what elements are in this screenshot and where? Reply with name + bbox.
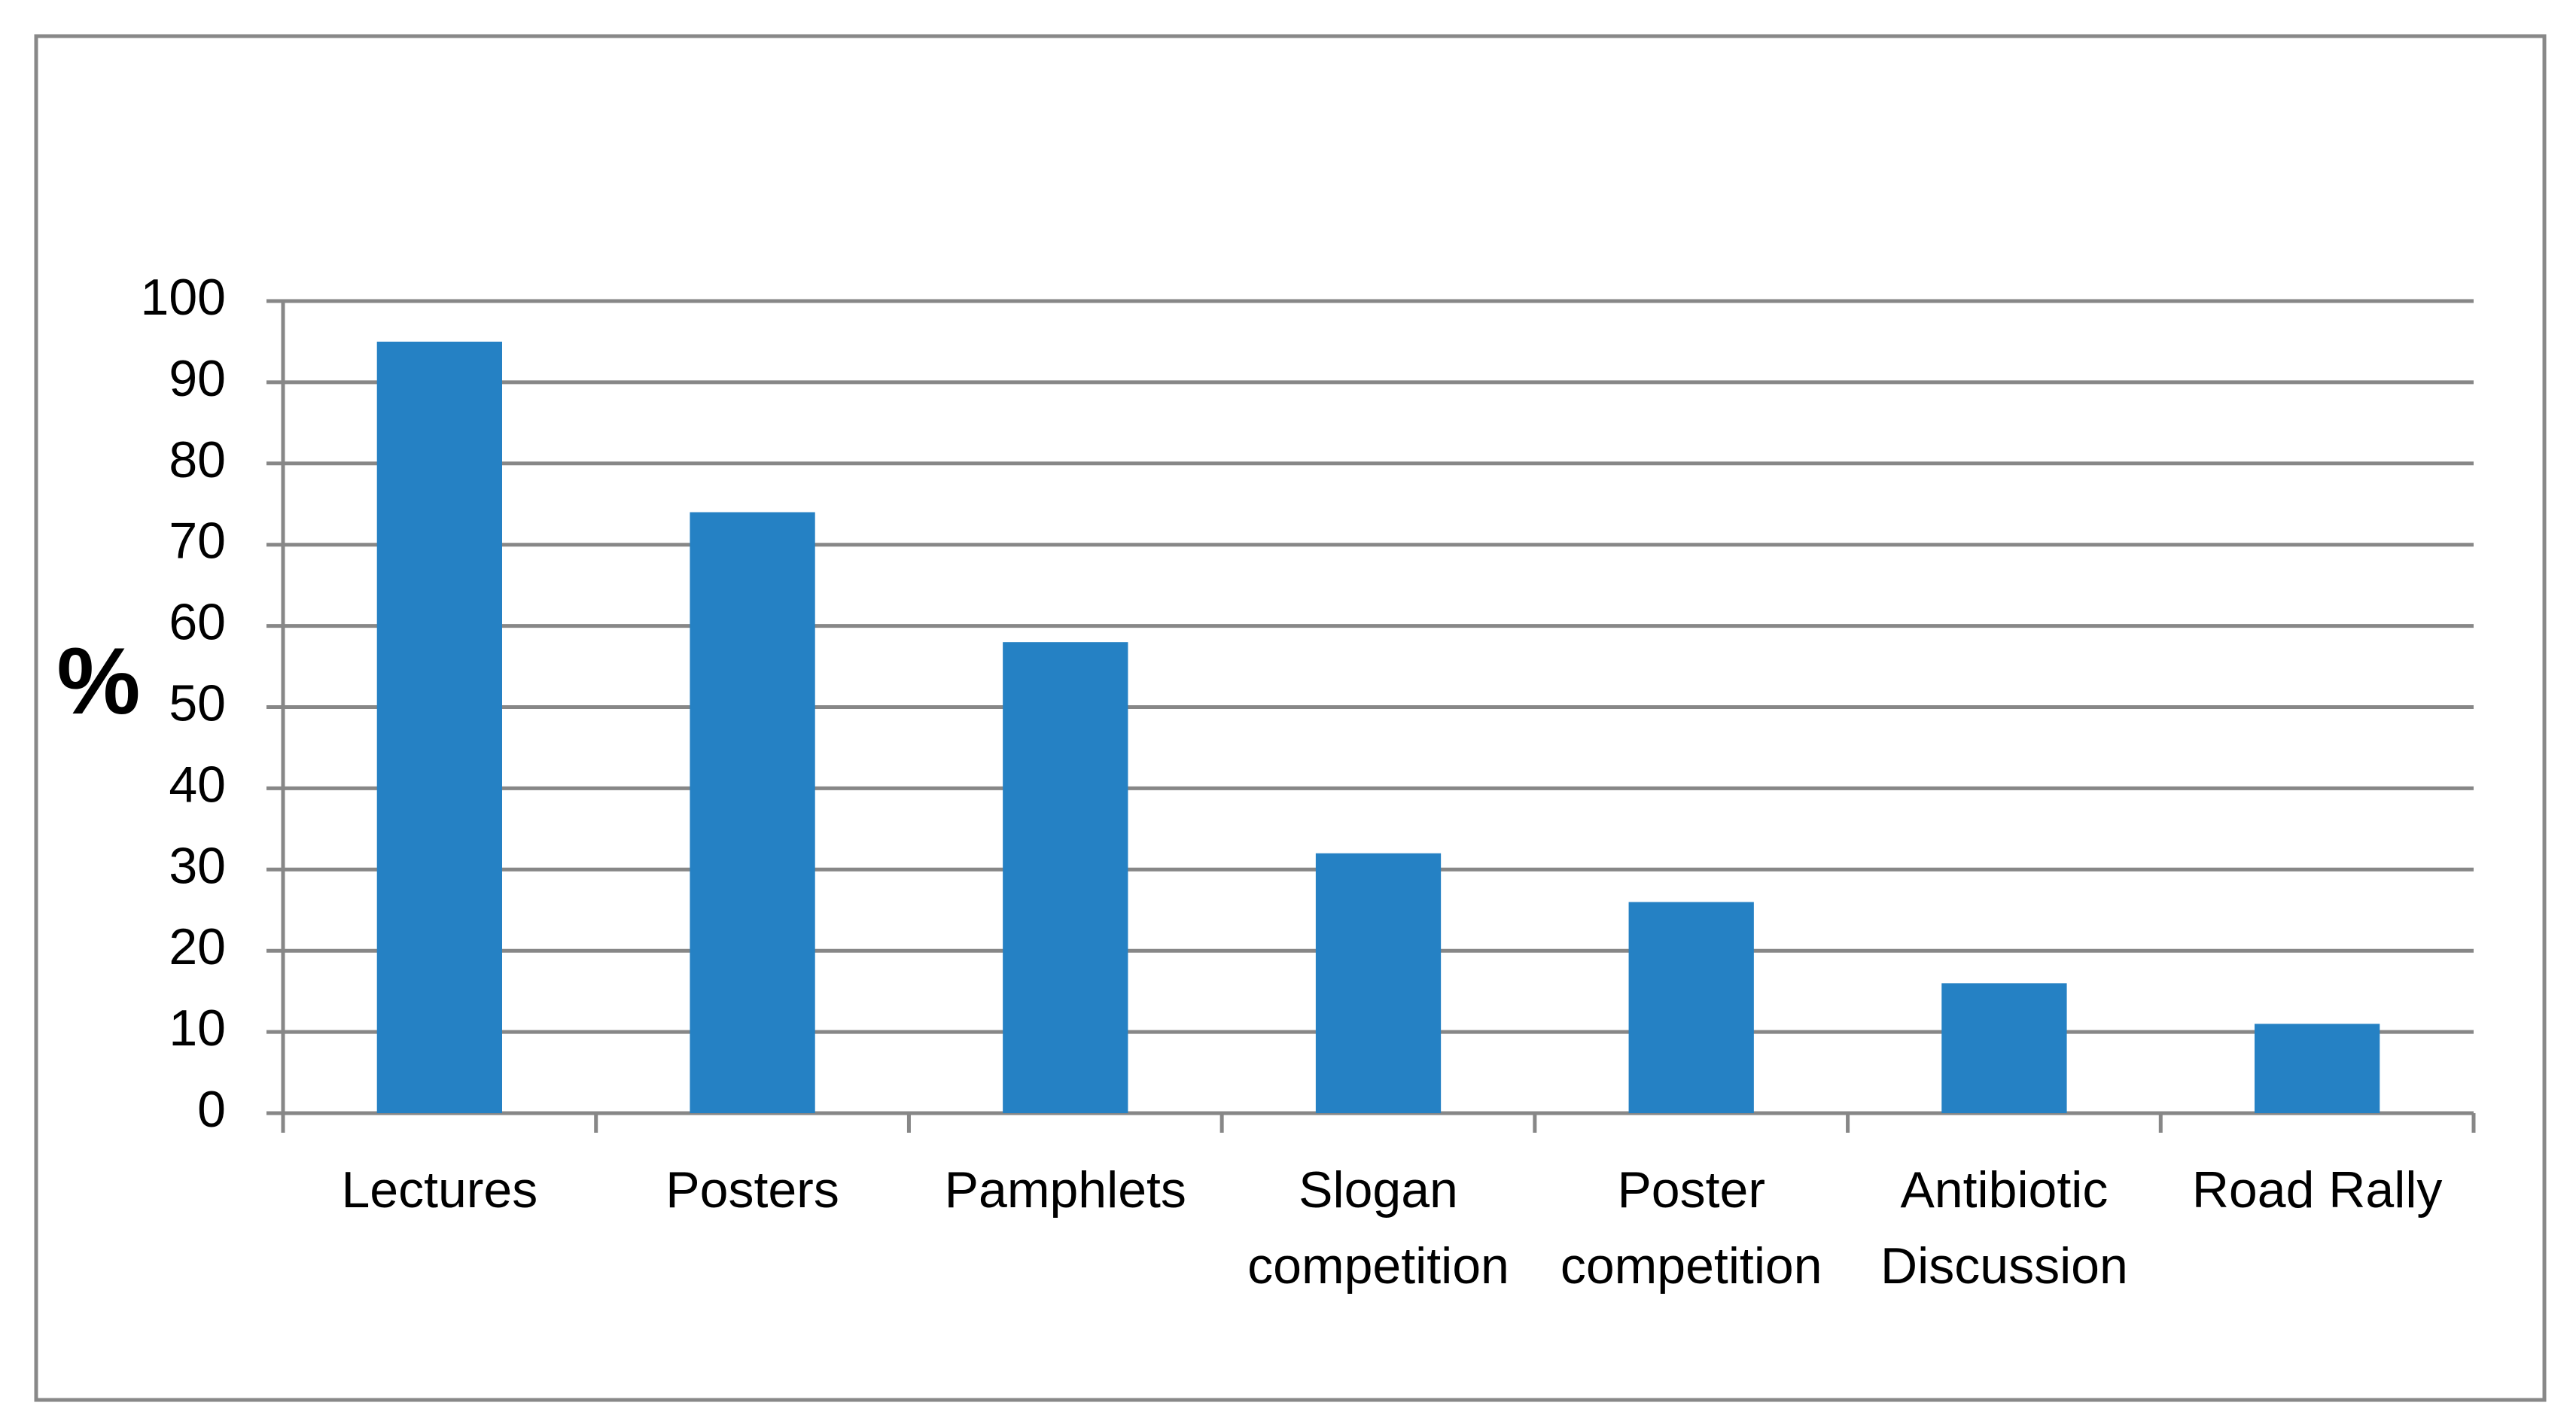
y-axis-label: % [56,629,140,734]
x-tick-label: Road Rally [2192,1161,2443,1219]
x-tick-label: Pamphlets [945,1161,1186,1219]
bar [376,341,502,1114]
y-tick-label: 70 [169,513,226,570]
y-tick-label: 0 [197,1081,226,1138]
bar [1003,642,1128,1113]
bar [1315,853,1442,1113]
x-tick-label: Lectures [341,1161,537,1219]
y-tick-label: 30 [169,837,226,894]
x-tick-label: Posters [665,1161,839,1219]
y-tick-label: 50 [169,674,226,732]
y-tick-label: 100 [141,269,226,326]
bar [690,512,815,1113]
bar [1941,983,2067,1113]
y-tick-label: 80 [169,431,226,488]
y-tick-label: 60 [169,594,226,651]
x-tick-label: Slogan competition [1247,1161,1509,1295]
x-tick-label: Antibiotic Discussion [1880,1161,2128,1295]
chart-border [34,34,2547,1402]
bar [1628,902,1754,1113]
y-tick-label: 10 [169,1000,226,1057]
y-tick-label: 20 [169,918,226,975]
bar [2255,1024,2380,1113]
y-tick-label: 40 [169,756,226,813]
y-tick-label: 90 [169,350,226,407]
x-tick-label: Poster competition [1561,1161,1822,1295]
